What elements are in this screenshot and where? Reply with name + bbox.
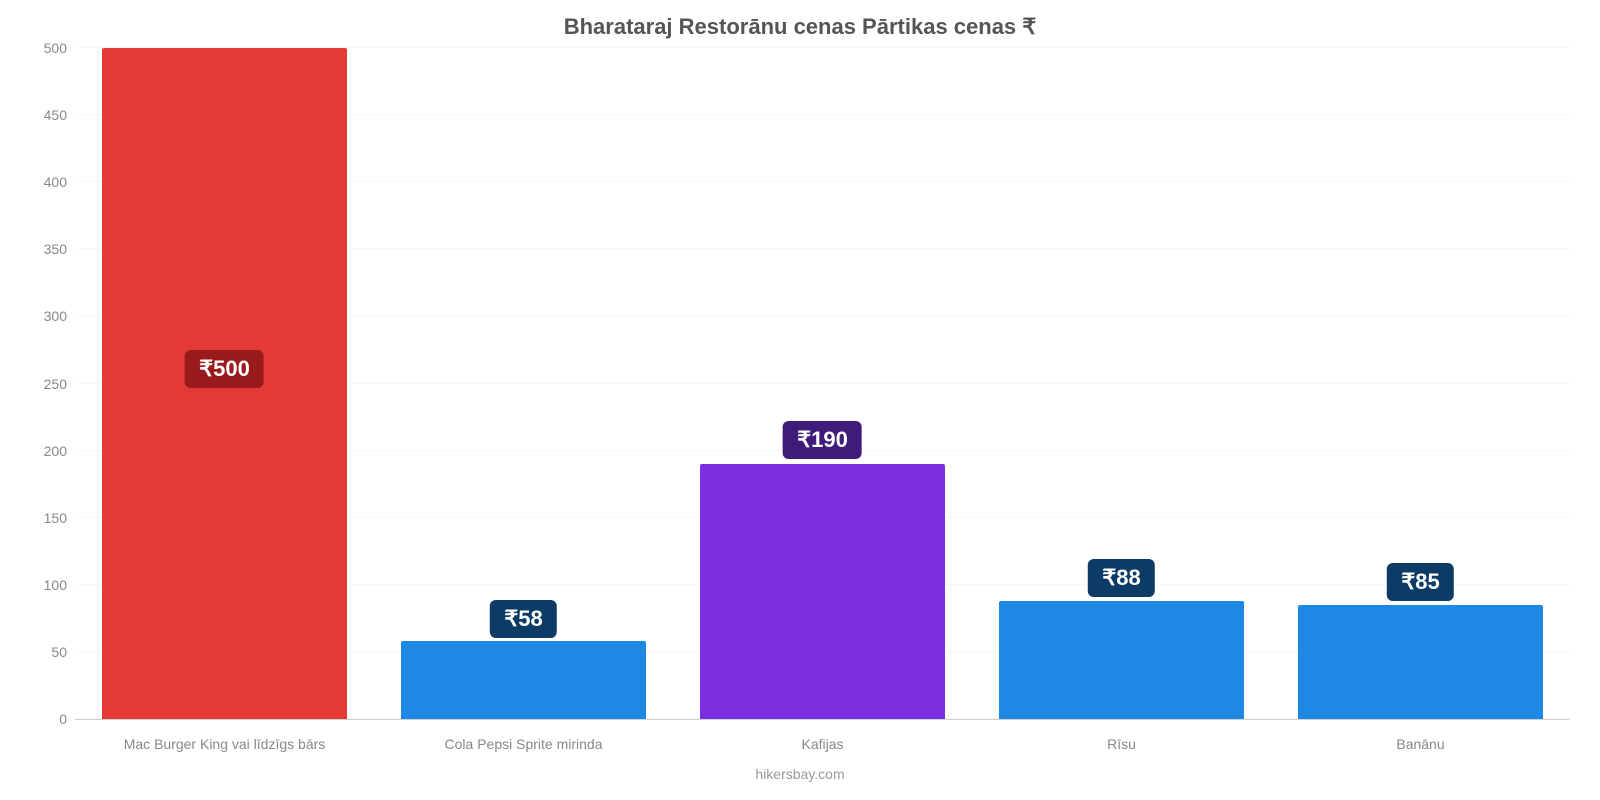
value-badge: ₹58 bbox=[490, 600, 556, 638]
value-badge: ₹88 bbox=[1088, 559, 1154, 597]
bar-slot: ₹85 bbox=[1271, 48, 1570, 719]
bar-slot: ₹88 bbox=[972, 48, 1271, 719]
plot-area: 050100150200250300350400450500 ₹500₹58₹1… bbox=[75, 48, 1570, 720]
bar: ₹85 bbox=[1298, 605, 1543, 719]
ytick-label: 50 bbox=[51, 644, 67, 660]
ytick-label: 350 bbox=[44, 241, 67, 257]
bar-slot: ₹58 bbox=[374, 48, 673, 719]
xtick-label: Cola Pepsi Sprite mirinda bbox=[374, 730, 673, 752]
ytick-label: 150 bbox=[44, 510, 67, 526]
ytick-label: 0 bbox=[59, 711, 67, 727]
value-badge: ₹500 bbox=[185, 350, 264, 388]
bar: ₹58 bbox=[401, 641, 646, 719]
xtick-label: Mac Burger King vai līdzīgs bārs bbox=[75, 730, 374, 752]
chart-title: Bharataraj Restorānu cenas Pārtikas cena… bbox=[0, 0, 1600, 40]
ytick-label: 200 bbox=[44, 443, 67, 459]
bar-slot: ₹190 bbox=[673, 48, 972, 719]
x-axis: Mac Burger King vai līdzīgs bārsCola Pep… bbox=[75, 730, 1570, 752]
ytick-label: 100 bbox=[44, 577, 67, 593]
bar: ₹88 bbox=[999, 601, 1244, 719]
bar: ₹190 bbox=[700, 464, 945, 719]
bar: ₹500 bbox=[102, 48, 347, 719]
value-badge: ₹85 bbox=[1387, 563, 1453, 601]
ytick-label: 250 bbox=[44, 376, 67, 392]
xtick-label: Kafijas bbox=[673, 730, 972, 752]
bars-container: ₹500 ₹58 ₹190 ₹88 ₹85 bbox=[75, 48, 1570, 719]
ytick-label: 500 bbox=[44, 40, 67, 56]
bar-slot: ₹500 bbox=[75, 48, 374, 719]
xtick-label: Banānu bbox=[1271, 730, 1570, 752]
attribution-text: hikersbay.com bbox=[0, 766, 1600, 782]
xtick-label: Rīsu bbox=[972, 730, 1271, 752]
ytick-label: 400 bbox=[44, 174, 67, 190]
value-badge: ₹190 bbox=[783, 421, 862, 459]
ytick-label: 300 bbox=[44, 308, 67, 324]
ytick-label: 450 bbox=[44, 107, 67, 123]
